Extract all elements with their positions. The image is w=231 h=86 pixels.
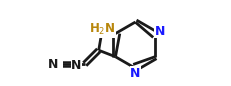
Text: H$_2$N: H$_2$N	[89, 22, 115, 37]
Text: N: N	[130, 67, 141, 80]
Text: N: N	[71, 59, 82, 72]
Text: N: N	[48, 58, 58, 71]
Text: N: N	[155, 25, 165, 38]
